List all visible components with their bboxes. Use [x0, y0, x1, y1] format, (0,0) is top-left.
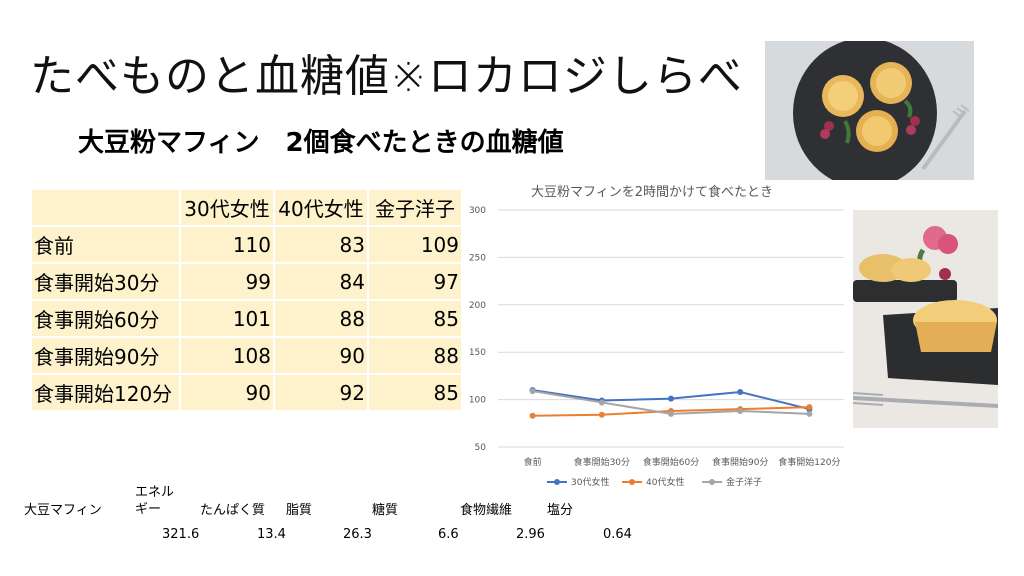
table-cell: 101 [181, 301, 275, 338]
table-cell: 84 [275, 264, 369, 301]
row-label: 食前 [32, 227, 181, 264]
y-tick-label: 300 [469, 206, 486, 216]
table-row: 食事開始30分 99 84 97 [32, 264, 463, 301]
data-point [598, 411, 605, 418]
table-cell: 83 [275, 227, 369, 264]
y-tick-label: 100 [469, 396, 486, 406]
fat-label: 脂質 [286, 503, 313, 518]
y-tick-label: 250 [469, 253, 486, 263]
table-cell: 97 [369, 264, 463, 301]
legend-marker [629, 479, 635, 485]
table-cell: 109 [369, 227, 463, 264]
nutrition-food-label: 大豆マフィン [24, 503, 102, 518]
data-point [737, 389, 744, 396]
x-tick-label: 食事開始120分 [778, 456, 840, 468]
protein-label: たんぱく質 [200, 503, 266, 518]
data-point [806, 410, 813, 417]
table-row: 食事開始90分 108 90 88 [32, 338, 463, 375]
table-cell: 90 [275, 338, 369, 375]
data-point [529, 388, 536, 395]
data-point [737, 407, 744, 414]
protein-value: 13.4 [257, 527, 286, 542]
energy-label-line1: エネル [135, 485, 175, 500]
y-tick-label: 50 [475, 443, 487, 453]
data-point [668, 395, 674, 402]
table-header-cell: 30代女性 [181, 190, 275, 227]
y-tick-label: 150 [469, 348, 486, 358]
data-point [806, 404, 813, 411]
energy-value: 321.6 [162, 527, 200, 542]
legend-label: 30代女性 [571, 476, 609, 488]
row-label: 食事開始120分 [32, 375, 181, 412]
muffin-plate-photo [765, 41, 974, 180]
chart-canvas: 大豆粉マフィンを2時間かけて食べたとき 50 100 150 200 250 300 食前… [469, 184, 844, 488]
legend-marker [709, 479, 715, 485]
table-header-cell: 金子洋子 [369, 190, 463, 227]
x-tick-label: 食事開始30分 [574, 456, 630, 468]
data-point [529, 412, 536, 419]
carb-label: 糖質 [372, 503, 399, 518]
table-header-cell: 40代女性 [275, 190, 369, 227]
table-header-row: 30代女性 40代女性 金子洋子 [32, 190, 463, 227]
y-tick-label: 200 [469, 301, 486, 311]
row-label: 食事開始30分 [32, 264, 181, 301]
salt-value: 0.64 [603, 527, 632, 542]
fiber-value: 2.96 [516, 527, 545, 542]
x-tick-label: 食前 [524, 456, 542, 468]
salt-label: 塩分 [547, 503, 574, 518]
data-point [668, 410, 674, 417]
page-title: たべものと血糖値※ロカロジしらべ [30, 51, 743, 102]
legend-label: 40代女性 [646, 476, 684, 488]
table-row: 食事開始120分 90 92 85 [32, 375, 463, 412]
table-cell: 92 [275, 375, 369, 412]
fiber-label: 食物繊維 [460, 503, 513, 518]
legend-marker [554, 479, 560, 485]
page-subtitle: 大豆粉マフィン 2個食べたときの血糖値 [78, 128, 564, 158]
table-cell: 110 [181, 227, 275, 264]
table-cell: 85 [369, 375, 463, 412]
row-label: 食事開始90分 [32, 338, 181, 375]
carb-value: 6.6 [438, 527, 459, 542]
table-header-cell [32, 190, 181, 227]
table-cell: 99 [181, 264, 275, 301]
glucose-table: 30代女性 40代女性 金子洋子 食前 110 83 109 食事開始30分 9… [32, 190, 463, 412]
x-tick-label: 食事開始90分 [712, 456, 768, 468]
chart-title: 大豆粉マフィンを2時間かけて食べたとき [531, 184, 773, 200]
table-cell: 108 [181, 338, 275, 375]
legend-label: 金子洋子 [726, 476, 762, 488]
table-row: 食前 110 83 109 [32, 227, 463, 264]
data-point [598, 399, 605, 406]
table-cell: 85 [369, 301, 463, 338]
fat-value: 26.3 [343, 527, 372, 542]
energy-label-line2: ギー [135, 502, 162, 517]
table-cell: 88 [275, 301, 369, 338]
table-cell: 88 [369, 338, 463, 375]
table-row: 食事開始60分 101 88 85 [32, 301, 463, 338]
muffin-slate-photo [853, 210, 998, 428]
row-label: 食事開始60分 [32, 301, 181, 338]
table-cell: 90 [181, 375, 275, 412]
glucose-line-chart: 大豆粉マフィンを2時間かけて食べたとき 50 100 150 200 250 300 食前… [462, 180, 852, 490]
x-tick-label: 食事開始60分 [643, 456, 699, 468]
